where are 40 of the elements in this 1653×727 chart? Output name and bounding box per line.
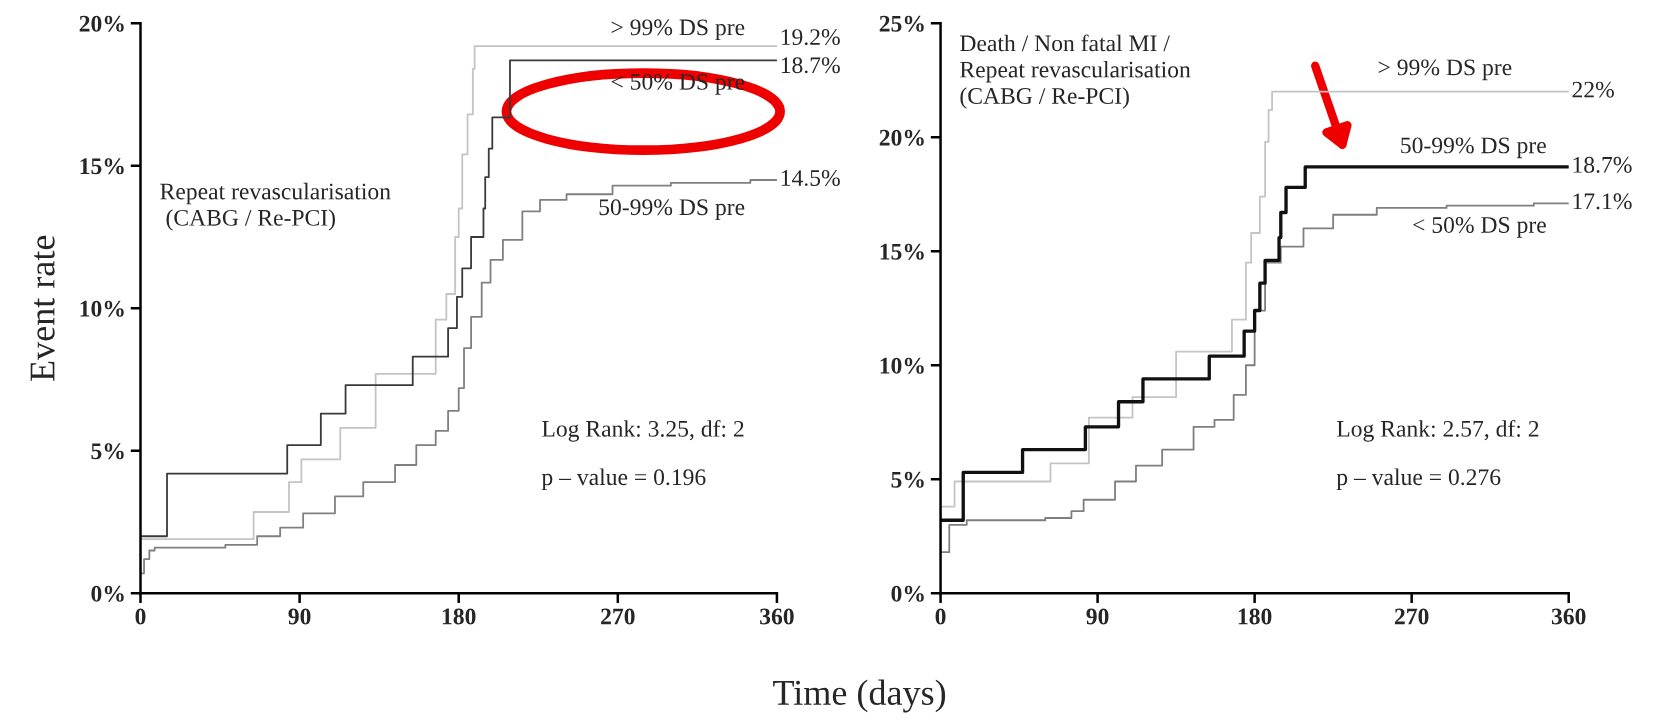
data-label: 18.7% xyxy=(1573,156,1632,173)
series-label: < 50% DS pre xyxy=(1413,216,1546,238)
y-tick-label: 5% xyxy=(91,443,124,460)
text: Death / Non fatal MI / Repeat revascularisation (CABG / Re-PCI) xyxy=(960,34,1191,109)
annotation: p – value = 0.276 xyxy=(1336,468,1501,490)
data-label: 17.1% xyxy=(1573,193,1632,210)
series-label: 50-99% DS pre xyxy=(599,199,745,220)
y-tick-label: 20% xyxy=(879,129,924,146)
annotation: p – value = 0.196 xyxy=(541,468,706,490)
annotation: Log Rank: 3.25, df: 2 xyxy=(542,419,744,442)
x-tick-label: 180 xyxy=(1238,608,1272,625)
series-label: > 99% DS pre xyxy=(611,19,745,41)
series-label: > 99% DS pre xyxy=(1378,59,1512,81)
x-tick-label: 360 xyxy=(760,608,794,625)
y-axis-title: Event rate xyxy=(30,235,55,381)
data-label: 19.2% xyxy=(781,29,840,46)
y-tick-label: 20% xyxy=(79,15,124,32)
y-tick-label: 15% xyxy=(80,158,124,175)
x-tick-label: 0 xyxy=(935,608,946,625)
x-tick-label: 90 xyxy=(288,608,311,625)
x-axis-title: Time (days) xyxy=(773,679,946,713)
x-tick-label: 270 xyxy=(601,608,635,625)
x-tick-label: 180 xyxy=(442,608,476,625)
y-tick-label: 0% xyxy=(891,585,924,602)
series-label: 50-99% DS pre xyxy=(1401,137,1546,159)
x-tick-label: 0 xyxy=(135,608,146,625)
y-tick-label: 25% xyxy=(879,15,924,32)
data-label: 22% xyxy=(1572,81,1614,98)
text: Repeat revascularisation (CABG / Re-PCI) xyxy=(160,182,391,231)
y-tick-label: 15% xyxy=(880,243,924,260)
x-tick-label: 360 xyxy=(1551,608,1586,625)
data-label: 18.7% xyxy=(781,57,840,74)
data-label: 14.5% xyxy=(781,169,840,187)
y-tick-label: 5% xyxy=(891,471,924,488)
x-tick-label: 90 xyxy=(1086,608,1109,625)
y-tick-label: 10% xyxy=(880,357,924,374)
x-tick-label: 270 xyxy=(1394,608,1429,625)
y-tick-label: 0% xyxy=(91,585,124,602)
annotation: Log Rank: 2.57, df: 2 xyxy=(1336,419,1539,442)
y-tick-label: 10% xyxy=(80,300,124,317)
